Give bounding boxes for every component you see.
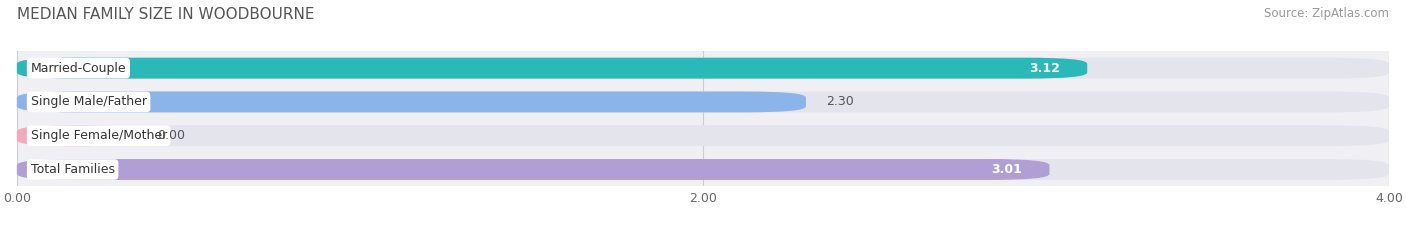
FancyBboxPatch shape (17, 92, 806, 112)
Text: Total Families: Total Families (31, 163, 115, 176)
FancyBboxPatch shape (17, 92, 1389, 112)
FancyBboxPatch shape (17, 58, 1087, 79)
FancyBboxPatch shape (17, 159, 1049, 180)
FancyBboxPatch shape (17, 159, 1389, 180)
Text: 3.12: 3.12 (1029, 62, 1060, 75)
Text: Source: ZipAtlas.com: Source: ZipAtlas.com (1264, 7, 1389, 20)
Text: Married-Couple: Married-Couple (31, 62, 127, 75)
FancyBboxPatch shape (17, 125, 1389, 146)
Text: 3.01: 3.01 (991, 163, 1022, 176)
Text: Single Female/Mother: Single Female/Mother (31, 129, 167, 142)
Text: Single Male/Father: Single Male/Father (31, 96, 146, 108)
FancyBboxPatch shape (17, 125, 136, 146)
Text: MEDIAN FAMILY SIZE IN WOODBOURNE: MEDIAN FAMILY SIZE IN WOODBOURNE (17, 7, 315, 22)
FancyBboxPatch shape (17, 58, 1389, 79)
Text: 2.30: 2.30 (827, 96, 855, 108)
Text: 0.00: 0.00 (157, 129, 186, 142)
